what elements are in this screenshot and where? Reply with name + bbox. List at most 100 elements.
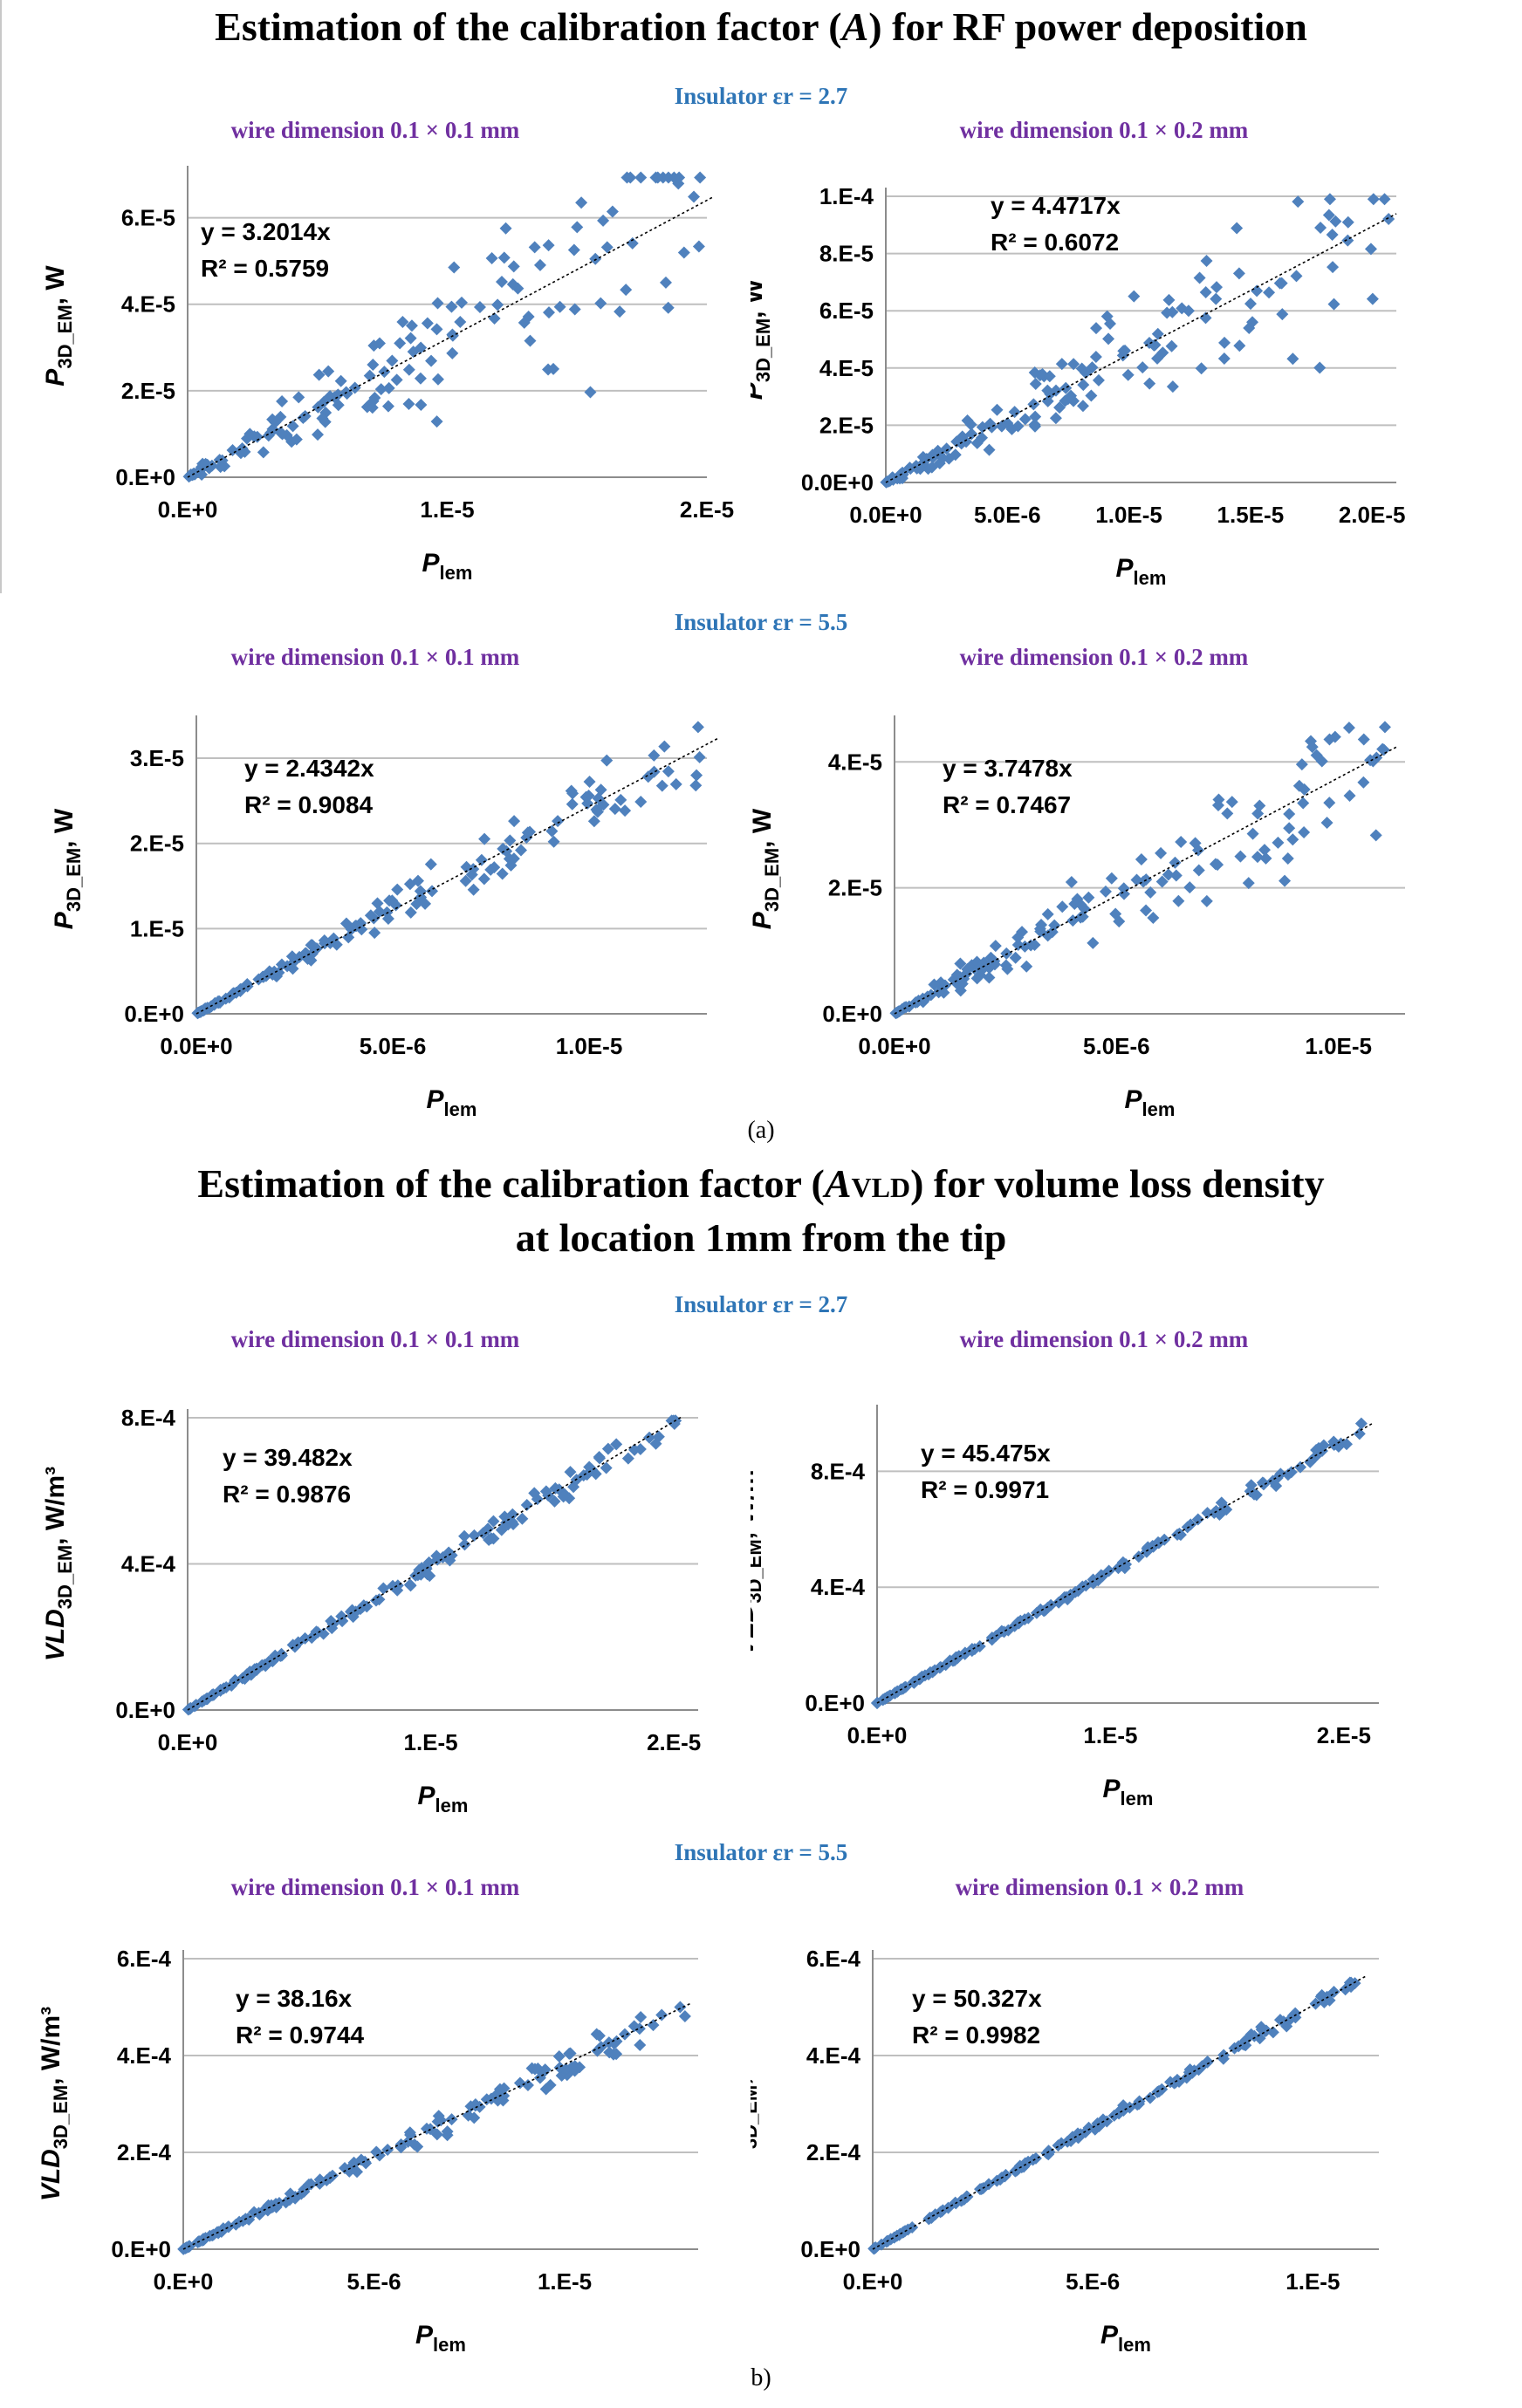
data-point (431, 297, 444, 310)
data-point (1306, 741, 1319, 754)
data-point (587, 815, 600, 828)
data-point (1191, 1513, 1204, 1526)
data-point (330, 938, 343, 951)
data-point (589, 252, 602, 265)
data-point (496, 867, 509, 880)
data-point (1162, 293, 1176, 306)
y-tick-label: 2.E-5 (819, 412, 874, 438)
data-point (483, 1534, 496, 1547)
data-point (1143, 2091, 1156, 2104)
data-point (1192, 864, 1205, 877)
data-point (407, 345, 420, 359)
y-tick-label: 4.E-5 (828, 749, 882, 775)
data-point (514, 844, 527, 857)
data-point (621, 1452, 634, 1465)
data-point (594, 297, 607, 310)
data-point (1082, 2121, 1095, 2134)
data-point (381, 400, 394, 413)
data-point (475, 853, 488, 866)
data-point (1121, 368, 1135, 381)
data-point (1008, 406, 1021, 419)
data-point (1144, 886, 1157, 899)
data-point (468, 1529, 481, 1542)
data-point (431, 373, 444, 386)
y-tick-label: 4.E-4 (806, 2042, 861, 2069)
data-point (1052, 2139, 1065, 2152)
wire-label-a2-left: wire dimension 0.1 × 0.1 mm (230, 644, 520, 670)
data-point (648, 749, 661, 762)
data-point (1304, 1455, 1317, 1468)
data-point (1089, 351, 1102, 364)
data-point (1318, 1995, 1331, 2008)
data-point (431, 2115, 444, 2128)
data-point (402, 398, 415, 411)
trend-r-squared: R² = 0.6072 (991, 229, 1119, 256)
data-point (396, 316, 409, 329)
trend-equation: y = 50.327x (912, 1985, 1042, 2012)
data-point (1298, 826, 1311, 839)
data-point (1087, 1573, 1100, 1586)
data-point (507, 852, 520, 865)
x-tick-label: 1.E-5 (420, 496, 474, 523)
data-point (1332, 1440, 1345, 1454)
title-b: Estimation of the calibration factor (AV… (197, 1161, 1325, 1260)
data-point (286, 420, 299, 433)
data-point (477, 872, 490, 886)
data-point (312, 428, 325, 441)
data-point (230, 986, 243, 999)
data-point (1305, 735, 1318, 748)
data-point (674, 2001, 687, 2014)
data-point (943, 452, 956, 465)
data-point (553, 2061, 566, 2074)
y-tick-label: 8.E-4 (811, 1458, 866, 1484)
data-point (430, 2128, 443, 2141)
wire-label-b1-left: wire dimension 0.1 × 0.1 mm (230, 1326, 520, 1352)
data-point (1018, 413, 1032, 426)
data-point (936, 452, 950, 465)
data-point (1251, 807, 1265, 820)
trend-equation: y = 2.4342x (244, 755, 374, 782)
data-point (603, 2046, 616, 2059)
data-point (914, 462, 927, 475)
data-point (1286, 833, 1299, 846)
data-point (1169, 856, 1182, 869)
y-tick-label: 0.E+0 (800, 2236, 860, 2262)
data-point (577, 1469, 590, 1482)
data-point (322, 365, 335, 378)
data-point (1367, 193, 1380, 206)
data-point (378, 366, 391, 379)
data-point (1028, 366, 1041, 380)
data-point (368, 927, 381, 940)
data-point (1169, 869, 1183, 882)
data-point (583, 776, 596, 789)
y-tick-label: 0.E+0 (115, 464, 175, 490)
data-point (648, 765, 661, 778)
data-point (1025, 939, 1038, 952)
data-point (459, 874, 472, 887)
data-point (548, 1495, 561, 1508)
data-point (373, 1593, 386, 1606)
data-point (1059, 381, 1073, 394)
data-point (1295, 758, 1308, 771)
x-axis-title: Plem (1100, 2321, 1151, 2356)
data-point (408, 2138, 421, 2151)
data-point (1276, 308, 1289, 321)
data-point (620, 171, 634, 184)
data-point (402, 363, 415, 376)
data-point (445, 300, 458, 313)
data-point (1243, 322, 1256, 335)
data-point (928, 978, 941, 991)
data-point (275, 958, 288, 971)
data-point (334, 374, 347, 387)
data-point (593, 1452, 607, 1465)
data-point (367, 394, 380, 407)
data-point (571, 221, 584, 234)
data-point (1266, 2026, 1279, 2039)
data-point (445, 2113, 458, 2126)
data-point (565, 784, 578, 797)
data-point (662, 765, 675, 778)
data-point (1328, 730, 1341, 743)
data-point (557, 1490, 570, 1503)
data-point (257, 446, 270, 459)
data-point (1141, 1543, 1154, 1556)
